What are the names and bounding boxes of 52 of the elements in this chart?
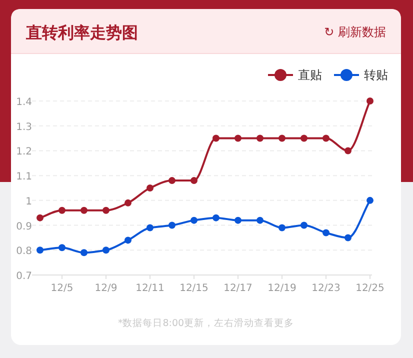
point [58, 206, 66, 214]
point [168, 222, 176, 229]
point [234, 134, 242, 142]
point [322, 229, 330, 236]
point [212, 214, 220, 222]
point [212, 134, 220, 142]
y-tick-label: 1.1 [16, 172, 32, 183]
point [168, 177, 176, 184]
point [124, 236, 132, 244]
legend-label: 直贴 [298, 68, 322, 82]
y-tick-label: 1 [26, 196, 32, 208]
point [58, 244, 66, 252]
y-tick-label: 1.4 [16, 97, 32, 108]
y-tick-label: 0.9 [16, 221, 32, 232]
point [36, 246, 44, 254]
point [300, 134, 308, 142]
point [146, 224, 154, 232]
point [256, 134, 264, 142]
point [102, 206, 110, 214]
point [344, 234, 352, 242]
x-tick-label: 12/23 [312, 283, 340, 294]
x-tick-label: 12/5 [50, 283, 74, 294]
legend-label: 转贴 [364, 68, 388, 82]
point [344, 147, 352, 154]
x-tick-label: 12/25 [356, 283, 384, 294]
point [102, 246, 110, 254]
x-tick-label: 12/15 [180, 283, 208, 294]
point [300, 222, 308, 229]
x-tick-label: 12/9 [94, 283, 118, 294]
point [190, 177, 198, 184]
point [322, 134, 330, 142]
y-tick-label: 1.2 [16, 146, 32, 158]
point [190, 216, 198, 224]
x-tick-label: 12/17 [224, 283, 252, 294]
point [80, 206, 88, 214]
y-tick-label: 0.8 [16, 246, 32, 258]
point [366, 196, 374, 204]
x-tick-label: 12/19 [268, 283, 296, 294]
point [278, 134, 286, 142]
point [80, 249, 88, 256]
chart-title: 直转利率走势图 [25, 23, 138, 42]
point [146, 184, 154, 192]
text: ↻ 刷新数据 [324, 25, 386, 39]
point [124, 199, 132, 206]
point [256, 216, 264, 224]
y-tick-label: 0.7 [16, 271, 32, 282]
y-tick-label: 1.3 [16, 122, 32, 133]
x-tick-label: 12/11 [136, 283, 164, 294]
point [278, 224, 286, 232]
point [234, 216, 242, 224]
point [366, 98, 374, 104]
point [36, 214, 44, 222]
